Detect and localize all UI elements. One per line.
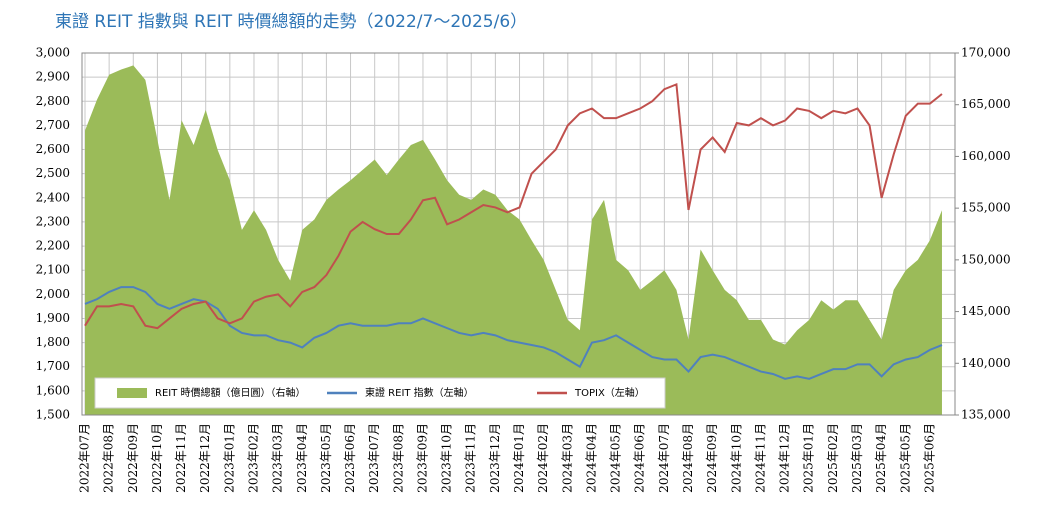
y-tick-label: 1,600 bbox=[36, 383, 70, 397]
x-tick-label: 2024年03月 bbox=[560, 423, 574, 493]
x-tick-label: 2022年09月 bbox=[126, 423, 140, 493]
legend-label: REIT 時價總額（億日圓）（右軸） bbox=[155, 386, 306, 399]
x-tick-label: 2024年01月 bbox=[512, 423, 526, 493]
y-tick-label: 1,500 bbox=[36, 408, 70, 422]
y-tick-label: 3,000 bbox=[36, 46, 70, 60]
x-tick-label: 2025年04月 bbox=[874, 423, 888, 493]
plot bbox=[84, 65, 943, 415]
x-tick-label: 2024年09月 bbox=[705, 423, 719, 493]
y-tick-label: 2,500 bbox=[36, 166, 70, 180]
plot-frame bbox=[81, 52, 956, 416]
x-tick-label: 2024年04月 bbox=[584, 423, 598, 493]
y2-tick-label: 160,000 bbox=[961, 149, 1011, 163]
x-tick-label: 2023年02月 bbox=[246, 423, 260, 493]
line bbox=[84, 82, 943, 330]
y-tick-label: 2,400 bbox=[36, 190, 70, 204]
y2-tick-label: 150,000 bbox=[961, 252, 1011, 266]
x-tick-label: 2022年12月 bbox=[198, 423, 212, 493]
x-tick-label: 2023年08月 bbox=[391, 423, 405, 493]
x-tick-label: 2023年06月 bbox=[343, 423, 357, 493]
x-tick-label: 2024年08月 bbox=[681, 423, 695, 493]
x-tick-label: 2023年05月 bbox=[319, 423, 333, 493]
x-tick-label: 2025年06月 bbox=[922, 423, 936, 493]
x-tick-label: 2023年07月 bbox=[367, 423, 381, 493]
y2-tick-label: 165,000 bbox=[961, 97, 1011, 111]
y-tick-label: 1,700 bbox=[36, 359, 70, 373]
x-tick-label: 2023年12月 bbox=[488, 423, 502, 493]
y-tick-label: 2,300 bbox=[36, 214, 70, 228]
x-tick-label: 2024年05月 bbox=[609, 423, 623, 493]
y-tick-label: 2,800 bbox=[36, 94, 70, 108]
x-tick-label: 2022年07月 bbox=[78, 423, 92, 493]
y-tick-label: 2,200 bbox=[36, 239, 70, 253]
x-tick-label: 2023年11月 bbox=[464, 423, 478, 493]
x-tick-label: 2023年01月 bbox=[222, 423, 236, 493]
x-tick-label: 2022年11月 bbox=[174, 423, 188, 493]
y-tick-label: 2,700 bbox=[36, 118, 70, 132]
x-tick-label: 2025年05月 bbox=[898, 423, 912, 493]
y-tick-label: 2,000 bbox=[36, 287, 70, 301]
y-tick-label: 2,600 bbox=[36, 142, 70, 156]
x-tick-label: 2024年11月 bbox=[753, 423, 767, 493]
x-tick-label: 2023年03月 bbox=[271, 423, 285, 493]
y-tick-label: 2,100 bbox=[36, 263, 70, 277]
y-tick-label: 2,900 bbox=[36, 70, 70, 84]
x-tick-label: 2023年10月 bbox=[440, 423, 454, 493]
legend-label: TOPIX（左軸） bbox=[574, 386, 645, 399]
x-tick-label: 2025年03月 bbox=[850, 423, 864, 493]
y2-tick-label: 145,000 bbox=[961, 304, 1011, 318]
x-tick-label: 2024年07月 bbox=[657, 423, 671, 493]
x-tick-label: 2024年02月 bbox=[536, 423, 550, 493]
legend-box bbox=[94, 377, 666, 409]
y2-tick-label: 170,000 bbox=[961, 46, 1011, 60]
legend-swatch bbox=[117, 388, 147, 398]
y-tick-label: 1,900 bbox=[36, 311, 70, 325]
y2-tick-label: 135,000 bbox=[961, 408, 1011, 422]
y2-tick-label: 155,000 bbox=[961, 201, 1011, 215]
x-tick-label: 2023年09月 bbox=[415, 423, 429, 493]
x-tick-label: 2025年01月 bbox=[802, 423, 816, 493]
x-tick-label: 2024年10月 bbox=[729, 423, 743, 493]
x-tick-label: 2024年12月 bbox=[778, 423, 792, 493]
chart-title: 東證 REIT 指數與 REIT 時價總額的走勢（2022/7～2025/6） bbox=[55, 12, 527, 32]
x-tick-label: 2022年10月 bbox=[150, 423, 164, 493]
x-tick-label: 2024年06月 bbox=[633, 423, 647, 493]
area bbox=[85, 65, 942, 415]
y-tick-label: 1,800 bbox=[36, 335, 70, 349]
x-tick-label: 2025年02月 bbox=[826, 423, 840, 493]
y2-tick-label: 140,000 bbox=[961, 356, 1011, 370]
x-tick-label: 2023年04月 bbox=[295, 423, 309, 493]
legend-label: 東證 REIT 指數（左軸） bbox=[365, 386, 474, 399]
x-tick-label: 2022年08月 bbox=[102, 423, 116, 493]
